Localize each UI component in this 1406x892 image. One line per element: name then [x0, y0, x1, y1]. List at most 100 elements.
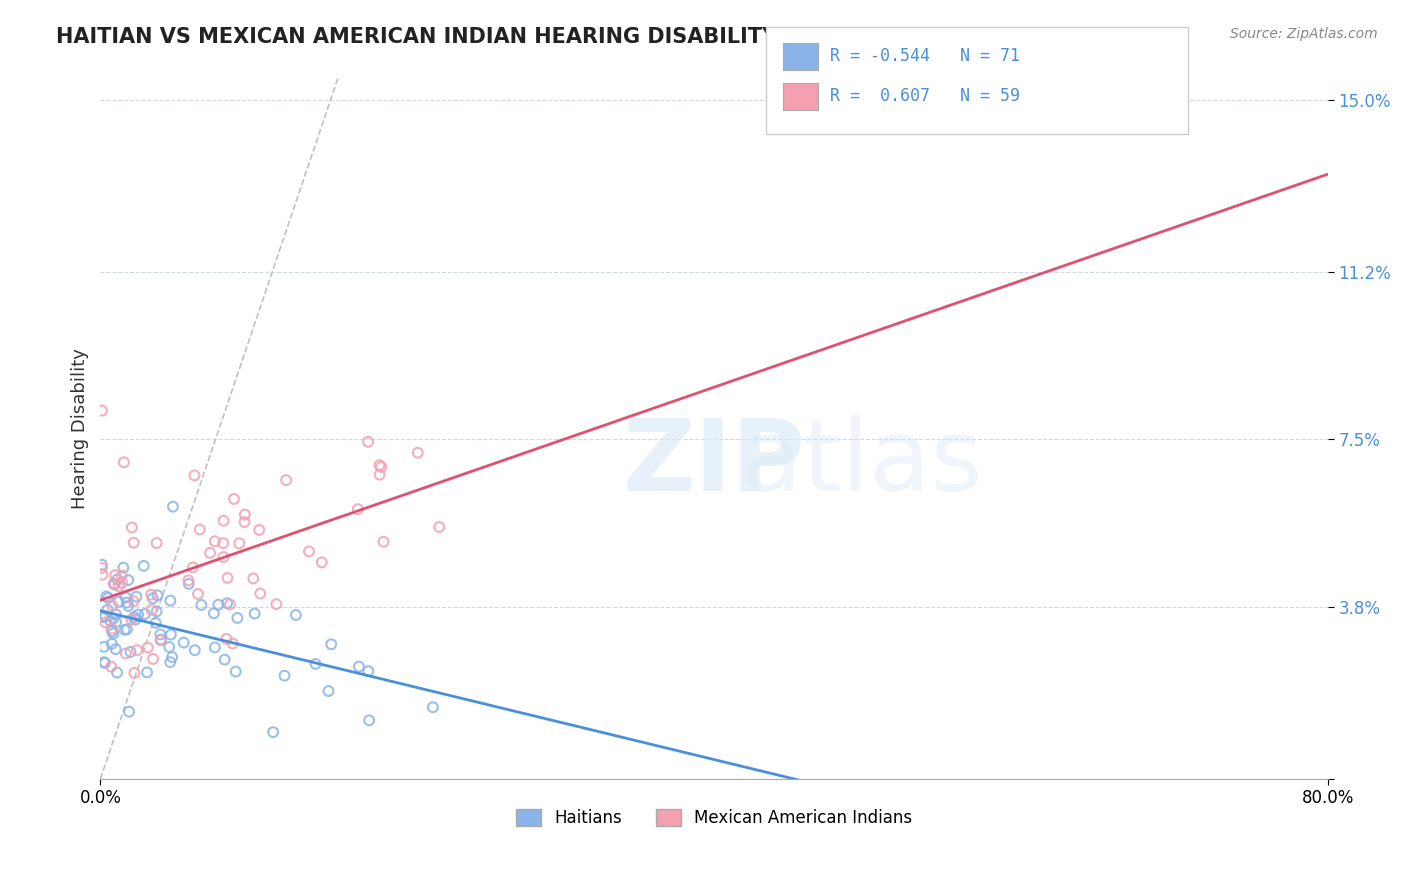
Point	[122, 535, 145, 549]
Point	[214, 652, 236, 666]
Text: Source: ZipAtlas.com: Source: ZipAtlas.com	[1230, 27, 1378, 41]
Point	[262, 725, 284, 739]
Point	[142, 591, 165, 606]
Text: R = -0.544   N = 71: R = -0.544 N = 71	[830, 47, 1019, 65]
Point	[101, 637, 124, 651]
Point	[368, 458, 391, 472]
Point	[122, 594, 145, 608]
Point	[101, 599, 124, 613]
Point	[125, 590, 148, 604]
Point	[243, 607, 266, 621]
Point	[219, 598, 242, 612]
Point	[98, 614, 121, 628]
Point	[318, 684, 340, 698]
Point	[406, 446, 429, 460]
Text: atlas: atlas	[741, 415, 983, 512]
Point	[125, 643, 148, 657]
Point	[124, 613, 146, 627]
Point	[114, 591, 136, 605]
Point	[212, 536, 235, 550]
Point	[104, 642, 127, 657]
Point	[266, 597, 288, 611]
Point	[150, 632, 173, 647]
Point	[105, 615, 128, 629]
Point	[103, 576, 125, 591]
Point	[112, 455, 135, 469]
Point	[160, 650, 183, 665]
Text: R =  0.607   N = 59: R = 0.607 N = 59	[830, 87, 1019, 105]
Point	[207, 598, 229, 612]
Y-axis label: Hearing Disability: Hearing Disability	[72, 348, 89, 508]
Point	[114, 647, 136, 661]
Point	[357, 664, 380, 678]
Point	[91, 558, 114, 572]
Point	[112, 560, 135, 574]
Point	[233, 515, 256, 529]
Point	[124, 665, 146, 680]
Point	[100, 659, 122, 673]
Point	[204, 534, 226, 549]
Point	[359, 714, 381, 728]
Text: ZIP: ZIP	[623, 415, 806, 512]
Point	[111, 568, 134, 582]
Point	[222, 636, 245, 650]
Point	[347, 502, 370, 516]
Point	[321, 637, 343, 651]
Point	[107, 573, 129, 587]
Point	[94, 609, 117, 624]
Point	[198, 546, 221, 560]
Point	[226, 611, 249, 625]
Point	[93, 640, 115, 654]
Point	[177, 574, 200, 588]
Point	[134, 607, 156, 621]
Point	[104, 607, 127, 622]
Point	[181, 560, 204, 574]
Point	[304, 657, 326, 671]
Point	[373, 534, 395, 549]
Point	[91, 610, 114, 624]
Point	[157, 640, 180, 654]
Point	[114, 623, 136, 637]
Point	[136, 640, 159, 655]
Point	[247, 523, 270, 537]
Point	[273, 668, 295, 682]
Point	[173, 635, 195, 649]
Point	[103, 611, 125, 625]
Point	[149, 633, 172, 648]
Point	[120, 645, 142, 659]
Point	[184, 643, 207, 657]
Point	[141, 588, 163, 602]
Point	[215, 632, 238, 646]
Point	[104, 577, 127, 591]
Point	[96, 603, 118, 617]
Point	[101, 624, 124, 639]
Point	[141, 603, 163, 617]
Point	[222, 491, 245, 506]
Point	[136, 665, 159, 680]
Text: HAITIAN VS MEXICAN AMERICAN INDIAN HEARING DISABILITY CORRELATION CHART: HAITIAN VS MEXICAN AMERICAN INDIAN HEARI…	[56, 27, 1033, 46]
Point	[422, 700, 444, 714]
Point	[217, 571, 239, 585]
Point	[145, 604, 167, 618]
Point	[91, 567, 114, 582]
Point	[183, 468, 205, 483]
Point	[159, 655, 181, 669]
Point	[104, 568, 127, 582]
Point	[122, 610, 145, 624]
Point	[190, 598, 212, 612]
Point	[103, 626, 125, 640]
Point	[115, 596, 138, 610]
Point	[121, 612, 143, 626]
Point	[162, 500, 184, 514]
Point	[225, 665, 247, 679]
Point	[97, 591, 120, 605]
Point	[217, 596, 239, 610]
Point	[187, 587, 209, 601]
Point	[159, 593, 181, 607]
Point	[357, 434, 380, 449]
Point	[427, 520, 450, 534]
Point	[107, 595, 129, 609]
Point	[249, 586, 271, 600]
Point	[298, 544, 321, 558]
Point	[101, 622, 124, 636]
